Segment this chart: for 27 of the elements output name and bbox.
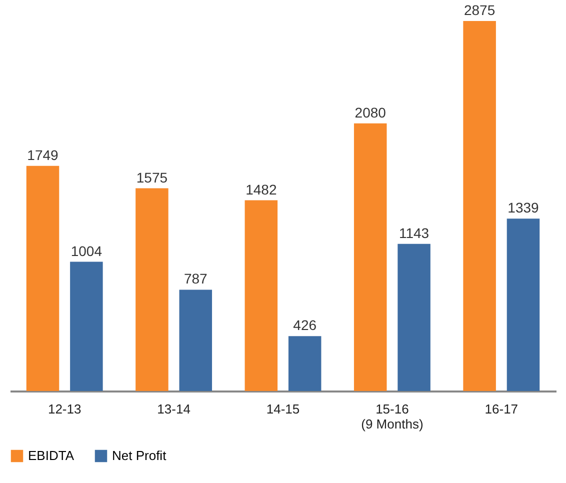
x-tick-label: 16-17 [484, 402, 518, 416]
data-label: 1339 [508, 200, 540, 216]
x-tick-label: 12-13 [48, 402, 82, 416]
bar [288, 336, 322, 391]
data-label: 1004 [70, 242, 102, 259]
bar [26, 166, 60, 391]
x-tick-label: 15-16 (9 Months) [361, 402, 424, 432]
bar [244, 200, 278, 391]
data-label: 426 [293, 317, 317, 334]
bar [398, 244, 430, 391]
data-label: 1482 [246, 181, 277, 198]
bar [463, 21, 496, 391]
bar [70, 262, 103, 391]
x-tick-label: 13-14 [157, 402, 190, 416]
bar [136, 188, 168, 391]
legend-label: EBIDTA [28, 448, 74, 463]
data-label: 2875 [464, 2, 496, 18]
bar [354, 123, 387, 391]
data-label: 1575 [136, 169, 168, 186]
data-label: 1749 [27, 146, 59, 163]
bar [506, 218, 540, 391]
legend-label: Net Profit [112, 448, 167, 463]
data-label: 2080 [354, 104, 386, 120]
bar [179, 290, 212, 391]
data-label: 1143 [398, 224, 430, 241]
x-tick-label: 14-15 [266, 402, 300, 416]
data-label: 787 [184, 270, 208, 287]
